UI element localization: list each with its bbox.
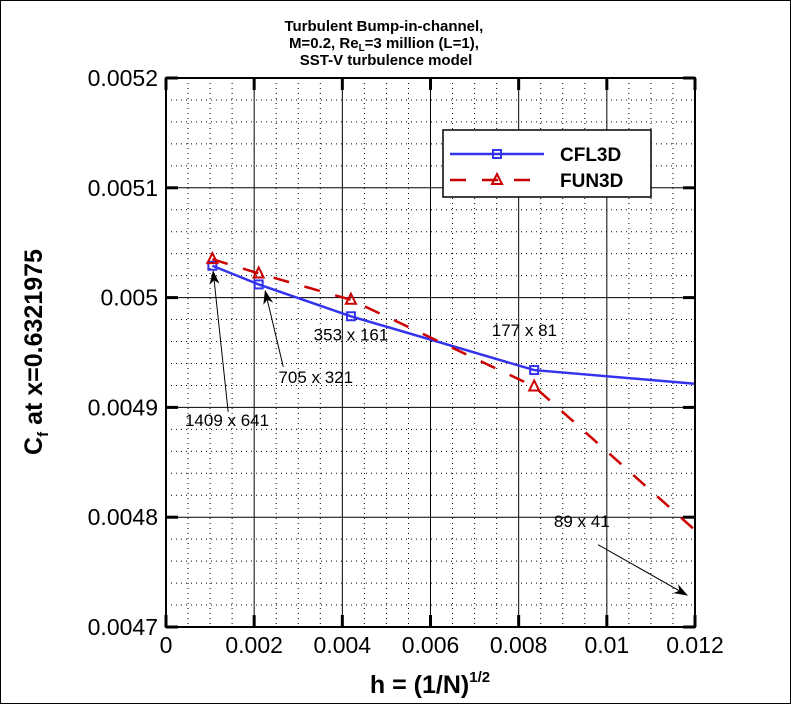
data-point-fun3d (344, 291, 358, 305)
x-tick-label: 0.012 (666, 632, 724, 658)
annotation-label: 1409 x 641 (185, 411, 269, 430)
x-tick-label: 0.004 (314, 632, 372, 658)
x-tick-label: 0 (160, 632, 173, 658)
x-tick-label: 0.006 (402, 632, 460, 658)
data-point-fun3d (252, 265, 266, 279)
annotation-label: 89 x 41 (554, 512, 610, 531)
annotation-label: 353 x 161 (314, 325, 389, 344)
legend: CFL3D FUN3D (442, 129, 652, 198)
series-layer (205, 250, 695, 532)
data-point-cfl3d (253, 279, 264, 290)
annotation-arrow (597, 544, 688, 596)
legend-box (442, 129, 652, 198)
y-axis-label: Cf at x=0.6321975 (20, 249, 52, 455)
series-line-cfl3d (211, 264, 695, 385)
y-tick-label: 0.0049 (88, 394, 158, 420)
data-point-fun3d (527, 378, 541, 392)
annotation-arrow (209, 270, 229, 412)
y-tick-label: 0.0048 (88, 504, 158, 530)
annotation-arrow (263, 290, 284, 367)
axis-ticks: 0 0.002 0.004 0.006 0.008 0.01 0.012 0.0047 0.00… (88, 65, 724, 658)
y-tick-label: 0.0047 (88, 614, 158, 640)
data-point-fun3d (205, 250, 219, 265)
data-point-cfl3d (529, 365, 540, 376)
legend-marker-triangle (490, 171, 504, 185)
annotation-label: 177 x 81 (492, 321, 557, 340)
legend-label-fun3d: FUN3D (560, 171, 623, 192)
data-point-cfl3d (345, 311, 356, 322)
y-tick-label: 0.005 (100, 285, 158, 311)
y-tick-label: 0.0052 (88, 65, 158, 91)
series-line-fun3d (212, 257, 695, 532)
chart-title: Turbulent Bump-in-channel, M=0.2, ReL=3 … (284, 18, 487, 69)
annotations: 1409 x 641 705 x 321 353 x 161 177 x 81 89 x… (185, 270, 688, 596)
x-tick-label: 0.008 (490, 632, 548, 658)
legend-label-cfl3d: CFL3D (560, 145, 621, 166)
y-tick-label: 0.0051 (88, 175, 158, 201)
x-tick-label: 0.01 (584, 632, 629, 658)
plot-frame (165, 77, 696, 628)
x-axis-label: h = (1/N)1/2 (370, 669, 490, 699)
data-point-cfl3d (207, 260, 218, 271)
annotation-label: 705 x 321 (278, 368, 353, 387)
legend-marker-square (492, 149, 502, 159)
x-tick-label: 0.002 (225, 632, 283, 658)
